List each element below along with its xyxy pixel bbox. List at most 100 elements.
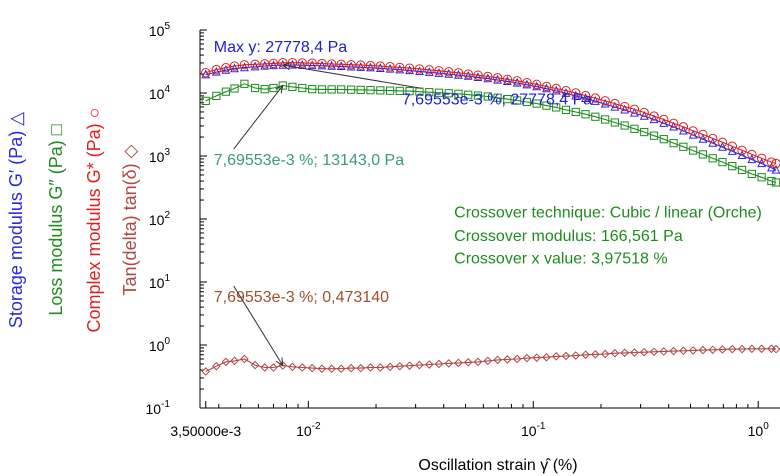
- data-point-triangle: [201, 69, 211, 79]
- data-point-triangle: [727, 146, 737, 155]
- data-point-diamond: [240, 354, 249, 364]
- data-point-triangle: [385, 63, 395, 73]
- data-point-diamond: [454, 358, 463, 368]
- data-point-diamond: [356, 363, 366, 373]
- series-line: [205, 62, 777, 165]
- data-point-triangle: [346, 61, 356, 71]
- y-tick-label: 105: [149, 21, 171, 39]
- data-point-circle: [453, 68, 464, 78]
- data-point-circle: [278, 58, 288, 68]
- data-point-square: [737, 165, 747, 175]
- data-point-triangle: [260, 60, 270, 70]
- data-point-triangle: [356, 62, 366, 71]
- data-point-diamond: [346, 363, 356, 373]
- data-point-square: [610, 118, 619, 127]
- data-point-diamond: [737, 344, 747, 354]
- data-point-diamond: [297, 363, 307, 372]
- data-point-triangle: [454, 69, 463, 79]
- data-point-circle: [561, 85, 571, 96]
- data-point-diamond: [551, 352, 561, 361]
- annotation-arrow: [233, 85, 284, 150]
- data-point-circle: [424, 65, 434, 75]
- data-point-circle: [590, 93, 601, 103]
- data-point-diamond: [698, 345, 708, 355]
- x-tick-label: 10-1: [521, 421, 546, 439]
- data-point-diamond: [757, 344, 766, 354]
- data-point-triangle: [240, 62, 249, 72]
- data-point-diamond: [649, 347, 659, 357]
- data-point-square: [250, 83, 260, 93]
- data-point-diamond: [269, 363, 278, 372]
- data-point-square: [591, 112, 600, 121]
- data-point-square: [708, 154, 717, 163]
- data-point-circle: [737, 145, 747, 156]
- data-point-triangle: [317, 60, 327, 70]
- data-point-triangle: [571, 90, 581, 100]
- data-point-triangle: [463, 70, 473, 80]
- annotation-arrow: [282, 64, 422, 89]
- y-tick-label: 101: [149, 273, 171, 291]
- data-point-circle: [492, 73, 503, 83]
- data-point-circle: [766, 157, 777, 167]
- data-point-square: [347, 85, 356, 94]
- data-point-diamond: [610, 348, 620, 358]
- data-point-diamond: [415, 360, 424, 370]
- data-point-triangle: [649, 114, 659, 124]
- data-point-circle: [698, 129, 708, 140]
- x-axis: 3,50000e-3 10-2 10-1 100: [170, 401, 769, 439]
- data-point-circle: [747, 149, 757, 160]
- data-point-circle: [317, 58, 327, 69]
- data-point-diamond: [424, 360, 434, 369]
- data-point-square: [493, 93, 502, 102]
- data-point-square: [483, 92, 492, 101]
- data-point-circle: [756, 153, 767, 163]
- data-point-square: [395, 86, 404, 95]
- data-point-circle: [727, 141, 737, 151]
- y-axis-label: Storage modulus G′ (Pa) △: [6, 112, 26, 328]
- data-point-square: [240, 79, 249, 88]
- data-point-diamond: [260, 363, 270, 372]
- y-axis: 10-1 100 101 102 103 104 105: [146, 21, 207, 417]
- data-point-square: [376, 86, 385, 95]
- data-point-triangle: [718, 141, 727, 151]
- data-point-triangle: [444, 68, 454, 78]
- annotation-arrowhead: [281, 62, 291, 71]
- x-tick-label: 3,50000e-3: [170, 423, 241, 439]
- data-point-circle: [522, 77, 532, 88]
- data-point-square: [728, 162, 737, 171]
- series-tan-delta-tan: [201, 344, 780, 376]
- data-point-diamond: [747, 344, 757, 354]
- data-point-square: [221, 87, 230, 96]
- data-point-square: [513, 96, 522, 105]
- data-point-circle: [502, 74, 513, 84]
- data-point-square: [473, 91, 483, 100]
- data-point-triangle: [230, 63, 239, 73]
- data-point-triangle: [757, 158, 767, 168]
- data-point-triangle: [424, 67, 434, 76]
- data-point-circle: [250, 59, 260, 70]
- data-point-square: [444, 89, 453, 98]
- x-tick-label: 100: [748, 421, 770, 439]
- data-point-square: [522, 97, 531, 107]
- data-point-triangle: [483, 73, 493, 83]
- data-point-square: [747, 169, 756, 178]
- data-point-diamond: [512, 354, 522, 364]
- data-point-circle: [297, 58, 307, 68]
- data-point-circle: [619, 101, 630, 112]
- data-point-square: [561, 105, 571, 114]
- data-point-triangle: [307, 60, 317, 70]
- data-point-diamond: [230, 356, 239, 366]
- data-point-square: [552, 103, 561, 112]
- annotation-label: 7,69553e-3 %; 13143,0 Pa: [214, 152, 404, 169]
- data-point-triangle: [522, 79, 532, 89]
- data-point-circle: [404, 63, 415, 73]
- data-point-diamond: [659, 347, 669, 356]
- annotation-arrowhead: [275, 357, 284, 367]
- series-layer: [201, 57, 780, 376]
- data-point-circle: [268, 58, 279, 69]
- data-point-circle: [771, 158, 780, 169]
- data-point-triangle: [639, 110, 649, 120]
- data-point-square: [434, 88, 444, 97]
- data-point-diamond: [201, 367, 211, 376]
